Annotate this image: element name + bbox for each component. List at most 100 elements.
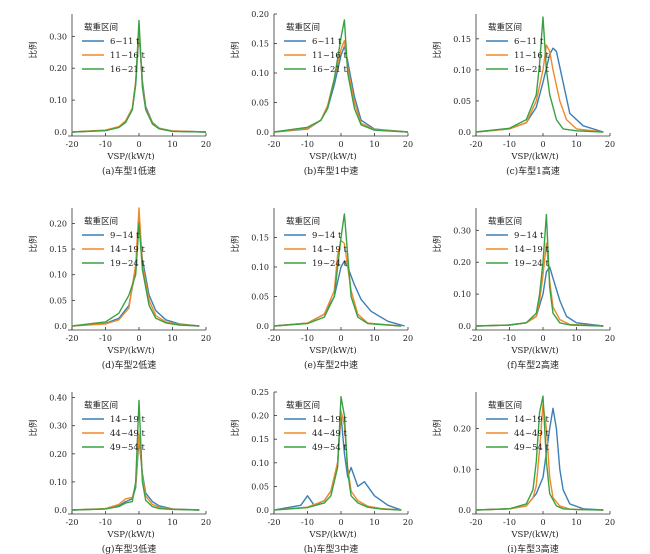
x-tick-label: -10 [503, 140, 516, 149]
x-tick-label: 10 [167, 518, 177, 527]
y-tick-label: 0.05 [453, 97, 471, 106]
y-axis-label: 比例 [28, 235, 39, 252]
y-tick-label: 0.10 [251, 263, 269, 272]
panel-caption: (i)车型3高速 [507, 543, 559, 554]
x-tick-label: -20 [268, 518, 281, 527]
legend-label: 6~11 t [514, 37, 544, 47]
legend-title: 载重区间 [84, 400, 118, 411]
panel-caption: (c)车型1高速 [506, 165, 560, 177]
legend-label: 19~24 t [312, 259, 347, 269]
y-tick-label: 0.20 [453, 258, 471, 267]
x-tick-label: 20 [605, 140, 615, 149]
legend-label: 11~16 t [110, 51, 145, 61]
x-tick-label: 10 [167, 140, 177, 149]
plot-group: -20 -10 0 10 20 0.0 0.05 0.10 0.15 VSP/(kW/t) 比例 (c… [432, 14, 615, 177]
legend-label: 44~49 t [514, 429, 549, 439]
x-tick-label: 0 [136, 518, 141, 527]
legend-label: 9~14 t [312, 231, 342, 241]
x-axis-label: VSP/(kW/t) [510, 151, 558, 162]
legend-title: 载重区间 [84, 216, 118, 227]
legend-title: 载重区间 [286, 22, 320, 33]
x-tick-label: 0 [136, 140, 141, 149]
legend-label: 49~54 t [312, 443, 347, 453]
x-tick-label: -10 [503, 334, 516, 343]
legend-label: 16~21 t [110, 65, 145, 75]
x-tick-label: -20 [66, 334, 79, 343]
series-line-3 [71, 399, 200, 511]
legend-title: 载重区间 [286, 216, 320, 227]
x-tick-label: -10 [301, 140, 314, 149]
x-tick-label: 20 [403, 334, 413, 343]
legend-title: 载重区间 [286, 400, 320, 411]
y-tick-label: 0.0 [54, 322, 67, 331]
y-tick-label: 0.20 [251, 412, 269, 421]
legend-label: 16~21 t [514, 65, 549, 75]
y-axis-label: 比例 [28, 41, 39, 58]
x-tick-label: 0 [540, 140, 545, 149]
y-tick-label: 0.05 [251, 482, 269, 491]
legend-label: 11~16 t [312, 51, 347, 61]
y-axis-label: 比例 [432, 235, 443, 252]
plot-group: -20 -10 0 10 20 0.0 0.05 0.10 0.15 0.20 VSP/(kW/t)… [28, 207, 211, 371]
y-tick-label: 0.20 [49, 219, 67, 228]
y-tick-label: 0.0 [458, 506, 471, 515]
y-tick-label: 0.20 [251, 10, 269, 19]
y-tick-label: 0.15 [49, 245, 67, 254]
panel-caption: (g)车型3低速 [102, 543, 157, 554]
x-tick-label: 10 [167, 334, 177, 343]
x-axis-label: VSP/(kW/t) [106, 151, 154, 162]
legend-title: 载重区间 [84, 22, 118, 33]
legend-label: 14~19 t [312, 415, 347, 425]
y-tick-label: 0.15 [251, 234, 269, 243]
legend-label: 49~54 t [514, 443, 549, 453]
series-line-2 [71, 433, 200, 511]
panel-caption: (h)车型3中速 [304, 543, 359, 554]
x-tick-label: 10 [369, 518, 379, 527]
plot-group: -20 -10 0 10 20 0.0 0.05 0.10 0.15 0.20 0.25 VSP/(k… [230, 388, 413, 554]
x-tick-label: -10 [99, 518, 112, 527]
legend-label: 6~11 t [110, 37, 140, 47]
legend-label: 9~14 t [110, 231, 140, 241]
y-tick-label: 0.40 [49, 394, 67, 403]
y-axis-label: 比例 [230, 419, 241, 436]
series-line-3 [71, 222, 200, 327]
x-axis-label: VSP/(kW/t) [510, 529, 558, 540]
x-tick-label: 20 [201, 518, 211, 527]
y-tick-label: 0.0 [458, 322, 471, 331]
y-tick-label: 0.05 [251, 293, 269, 302]
legend-label: 16~21 t [312, 65, 347, 75]
x-tick-label: -10 [301, 518, 314, 527]
y-axis-label: 比例 [28, 419, 39, 436]
y-tick-label: 0.0 [458, 128, 471, 137]
y-tick-label: 0.10 [49, 96, 67, 105]
y-tick-label: 0.30 [49, 422, 67, 431]
legend-label: 14~19 t [110, 415, 145, 425]
y-tick-label: 0.0 [54, 506, 67, 515]
series-line-3 [273, 213, 402, 327]
x-tick-label: 0 [338, 334, 343, 343]
y-tick-label: 0.10 [49, 271, 67, 280]
y-tick-label: 0.0 [54, 128, 67, 137]
x-tick-label: -20 [268, 140, 281, 149]
legend-label: 14~19 t [514, 245, 549, 255]
y-tick-label: 0.10 [453, 66, 471, 75]
series-line-3 [273, 19, 409, 133]
panel-caption: (b)车型1中速 [304, 165, 359, 177]
legend-label: 14~19 t [110, 245, 145, 255]
x-tick-label: -10 [301, 334, 314, 343]
x-tick-label: 20 [605, 334, 615, 343]
series-line-3 [273, 396, 402, 511]
x-tick-label: 0 [540, 518, 545, 527]
legend-title: 载重区间 [488, 400, 522, 411]
plot-group: -20 -10 0 10 20 0.0 0.05 0.10 0.15 VSP/(kW/t) 比例 (e… [230, 208, 413, 371]
x-tick-label: -20 [470, 518, 483, 527]
legend-label: 6~11 t [312, 37, 342, 47]
panel-caption: (d)车型2低速 [102, 359, 157, 371]
y-tick-label: 0.15 [251, 435, 269, 444]
x-axis-label: VSP/(kW/t) [106, 345, 154, 356]
